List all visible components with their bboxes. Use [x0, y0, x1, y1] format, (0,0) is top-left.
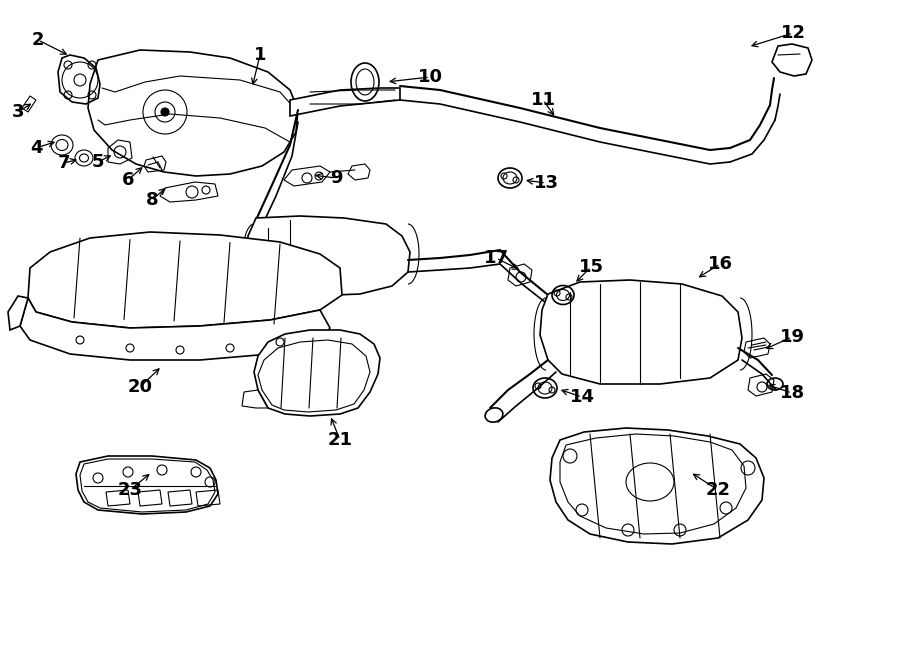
- Text: 10: 10: [418, 68, 443, 86]
- Text: 15: 15: [579, 258, 604, 276]
- Polygon shape: [290, 88, 400, 116]
- Text: 22: 22: [706, 481, 731, 499]
- Text: 21: 21: [328, 431, 353, 449]
- Text: 2: 2: [32, 31, 44, 49]
- Text: 7: 7: [58, 154, 70, 172]
- Text: 5: 5: [92, 153, 104, 171]
- Text: 13: 13: [534, 174, 559, 192]
- Text: 1: 1: [254, 46, 266, 64]
- Text: 4: 4: [30, 139, 42, 157]
- Polygon shape: [20, 298, 330, 360]
- Text: 17: 17: [483, 249, 508, 267]
- Text: 16: 16: [707, 255, 733, 273]
- Text: 23: 23: [118, 481, 142, 499]
- Text: 20: 20: [128, 378, 152, 396]
- Text: 14: 14: [570, 388, 595, 406]
- Text: 8: 8: [146, 191, 158, 209]
- Polygon shape: [76, 456, 218, 514]
- Polygon shape: [540, 280, 742, 384]
- Polygon shape: [246, 216, 410, 296]
- Text: 19: 19: [779, 328, 805, 346]
- Text: 12: 12: [780, 24, 806, 42]
- Polygon shape: [550, 428, 764, 544]
- Circle shape: [161, 108, 169, 116]
- Polygon shape: [254, 330, 380, 416]
- Text: 6: 6: [122, 171, 134, 189]
- Text: 9: 9: [329, 169, 342, 187]
- Polygon shape: [28, 232, 342, 328]
- Polygon shape: [88, 50, 298, 176]
- Polygon shape: [8, 296, 28, 330]
- Text: 3: 3: [12, 103, 24, 121]
- Text: 18: 18: [779, 384, 805, 402]
- Text: 11: 11: [530, 91, 555, 109]
